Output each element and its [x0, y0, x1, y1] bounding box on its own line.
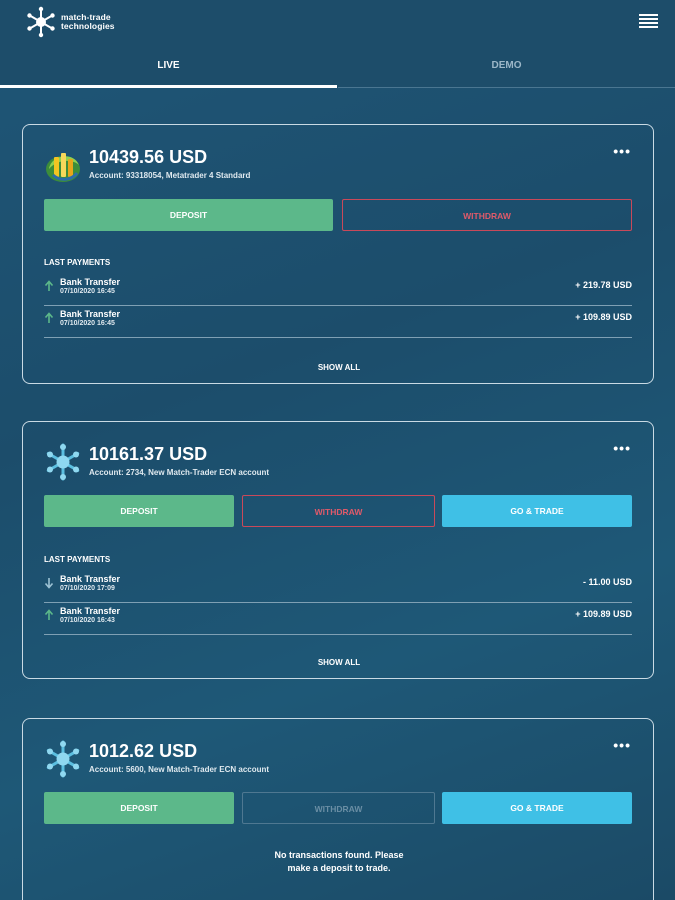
more-options-icon[interactable]: •••	[613, 737, 631, 753]
account-details: Account: 2734, New Match-Trader ECN acco…	[89, 468, 270, 477]
payment-date: 07/10/2020 17:09	[60, 585, 115, 592]
no-transactions-line-1: No transactions found. Please	[274, 850, 404, 860]
deposit-button[interactable]: DEPOSIT	[44, 495, 234, 527]
more-options-icon[interactable]: •••	[613, 440, 631, 456]
payment-amount: + 109.89 USD	[575, 609, 632, 619]
arrow-up-icon	[44, 312, 54, 323]
account-card: 1012.62 USD Account: 5600, New Match-Tra…	[22, 718, 654, 900]
match-trader-icon	[46, 443, 80, 481]
last-payments-title: LAST PAYMENTS	[44, 258, 111, 267]
payment-row: Bank Transfer 07/10/2020 16:45 + 109.89 …	[44, 307, 632, 338]
more-options-icon[interactable]: •••	[613, 143, 631, 159]
payment-date: 07/10/2020 16:45	[60, 288, 115, 295]
payment-amount: - 11.00 USD	[582, 577, 632, 587]
payment-row: Bank Transfer 07/10/2020 16:43 + 109.89 …	[44, 604, 632, 635]
show-all-link[interactable]: SHOW ALL	[317, 363, 361, 372]
payment-date: 07/10/2020 16:43	[60, 617, 115, 624]
payment-name: Bank Transfer	[60, 606, 121, 616]
match-trade-logo-icon	[27, 6, 55, 38]
arrow-up-icon	[44, 280, 54, 291]
account-balance: 10439.56 USD	[89, 147, 208, 167]
payment-row: Bank Transfer 07/10/2020 16:45 + 219.78 …	[44, 275, 632, 306]
withdraw-button-disabled[interactable]: WITHDRAW	[242, 792, 435, 824]
top-bar: match-trade technologies	[0, 0, 675, 44]
payment-date: 07/10/2020 16:45	[60, 320, 115, 327]
show-all-link[interactable]: SHOW ALL	[317, 658, 361, 667]
account-balance: 10161.37 USD	[89, 444, 208, 464]
payment-amount: + 219.78 USD	[575, 280, 632, 290]
account-details: Account: 93318054, Metatrader 4 Standard	[89, 171, 251, 180]
account-details: Account: 5600, New Match-Trader ECN acco…	[89, 765, 270, 774]
payment-name: Bank Transfer	[60, 309, 121, 319]
tab-demo[interactable]: DEMO	[338, 44, 675, 88]
go-and-trade-button[interactable]: GO & TRADE	[442, 495, 632, 527]
account-balance: 1012.62 USD	[89, 741, 198, 761]
deposit-button[interactable]: DEPOSIT	[44, 792, 234, 824]
withdraw-button[interactable]: WITHDRAW	[342, 199, 632, 231]
account-card: 10439.56 USD Account: 93318054, Metatrad…	[22, 124, 654, 384]
logo-line-2: technologies	[61, 21, 115, 31]
hamburger-menu-icon[interactable]	[639, 14, 658, 30]
payment-name: Bank Transfer	[60, 574, 121, 584]
arrow-up-icon	[44, 609, 54, 620]
deposit-button[interactable]: DEPOSIT	[44, 199, 333, 231]
metatrader-icon	[46, 153, 80, 182]
payment-amount: + 109.89 USD	[575, 312, 632, 322]
no-transactions-line-2: make a deposit to trade.	[287, 863, 391, 873]
match-trader-icon	[46, 740, 80, 778]
account-type-tabs: LIVE DEMO	[0, 44, 675, 88]
arrow-down-icon	[44, 578, 54, 589]
withdraw-button[interactable]: WITHDRAW	[242, 495, 435, 527]
logo-line-1: match-trade	[61, 12, 111, 22]
last-payments-title: LAST PAYMENTS	[44, 555, 111, 564]
payment-name: Bank Transfer	[60, 277, 121, 287]
go-and-trade-button[interactable]: GO & TRADE	[442, 792, 632, 824]
app-logo[interactable]: match-trade technologies	[24, 5, 115, 39]
account-card: 10161.37 USD Account: 2734, New Match-Tr…	[22, 421, 654, 679]
tab-live[interactable]: LIVE	[0, 44, 337, 88]
payment-row: Bank Transfer 07/10/2020 17:09 - 11.00 U…	[44, 572, 632, 603]
no-transactions-message: No transactions found. Please make a dep…	[23, 849, 655, 875]
logo-text: match-trade technologies	[61, 13, 115, 31]
